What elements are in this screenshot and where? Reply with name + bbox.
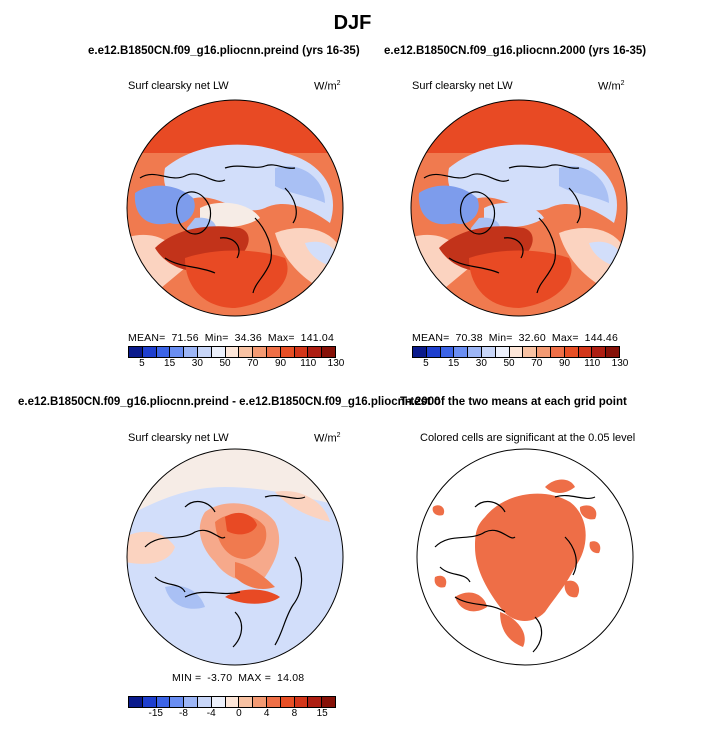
- colorbar-box: [294, 347, 309, 357]
- colorbar-box: [294, 697, 309, 707]
- panel-1-stats: MEAN= 71.56 Min= 34.36 Max= 141.04: [128, 332, 334, 344]
- colorbar-tick-label: 15: [316, 708, 328, 719]
- colorbar-box: [225, 347, 240, 357]
- panel-1-units: W/m2: [314, 80, 341, 93]
- colorbar-box: [184, 347, 198, 357]
- colorbar-tick-label: 90: [274, 358, 287, 369]
- panel-2-variable-label: Surf clearsky net LW: [412, 80, 513, 92]
- colorbar-box: [322, 347, 335, 357]
- colorbar-box: [184, 697, 198, 707]
- panel-3-case-title: e.e12.B1850CN.f09_g16.pliocnn.preind - e…: [18, 396, 441, 408]
- colorbar-tick-label: 15: [164, 358, 176, 369]
- colorbar-box: [156, 347, 171, 357]
- panel-2-colorbar: 5 15 30 50 70 90 110 130: [412, 346, 628, 370]
- colorbar-tick-label: -8: [179, 708, 188, 719]
- colorbar-box: [550, 347, 565, 357]
- panel-1-colorbar: 5 15 30 50 70 90 110 130: [128, 346, 344, 370]
- figure-title: DJF: [333, 12, 372, 34]
- panel-2-units: W/m2: [598, 80, 625, 93]
- panel-3-polar-map: [126, 448, 344, 666]
- colorbar-tick-label: 110: [300, 358, 317, 369]
- panel-4-case-title: T-test of the two means at each grid poi…: [400, 396, 627, 408]
- panel-3-colorbar: -15 -8 -4 0 4 8 15: [128, 696, 336, 720]
- panel-1-polar-map: [126, 99, 344, 317]
- panel-2-stats: MEAN= 70.38 Min= 32.60 Max= 144.46: [412, 332, 618, 344]
- colorbar-tick-label: 50: [219, 358, 231, 369]
- colorbar-box: [211, 697, 226, 707]
- colorbar-tick-label: 110: [584, 358, 601, 369]
- colorbar-box: [564, 347, 579, 357]
- colorbar-box: [239, 697, 254, 707]
- colorbar-box: [129, 697, 143, 707]
- colorbar-tick-label: 0: [236, 708, 242, 719]
- colorbar-box: [440, 347, 455, 357]
- panel-3-stats: MIN = -3.70 MAX = 14.08: [172, 672, 305, 684]
- colorbar-box: [413, 347, 427, 357]
- panel-1-variable-label: Surf clearsky net LW: [128, 80, 229, 92]
- colorbar-box: [129, 347, 143, 357]
- colorbar-tick-label: 50: [503, 358, 515, 369]
- panel-4-significance-map: [416, 448, 634, 666]
- colorbar-tick-label: 130: [611, 358, 629, 369]
- colorbar-box: [253, 697, 267, 707]
- colorbar-box: [170, 697, 185, 707]
- panel-1-case-title: e.e12.B1850CN.f09_g16.pliocnn.preind (yr…: [88, 45, 360, 57]
- colorbar-box: [537, 347, 551, 357]
- colorbar-box: [454, 347, 469, 357]
- colorbar-tick-label: 15: [448, 358, 460, 369]
- colorbar-tick-label: 4: [263, 708, 270, 719]
- colorbar-box: [606, 347, 619, 357]
- colorbar-box: [308, 347, 323, 357]
- colorbar-box: [578, 347, 593, 357]
- colorbar-box: [239, 347, 254, 357]
- colorbar-box: [197, 697, 212, 707]
- colorbar-tick-label: 90: [558, 358, 571, 369]
- colorbar-box: [426, 347, 441, 357]
- colorbar-box: [322, 697, 335, 707]
- colorbar-box: [509, 347, 524, 357]
- panel-2-polar-map: [410, 99, 628, 317]
- colorbar-box: [142, 697, 157, 707]
- colorbar-box: [280, 697, 295, 707]
- colorbar-tick-label: 70: [531, 358, 543, 369]
- colorbar-box: [592, 347, 607, 357]
- colorbar-box: [156, 697, 171, 707]
- colorbar-box: [280, 347, 295, 357]
- colorbar-box: [266, 697, 281, 707]
- colorbar-box: [142, 347, 157, 357]
- colorbar-tick-label: -15: [148, 708, 163, 719]
- colorbar-tick-label: 30: [475, 358, 487, 369]
- colorbar-tick-label: 30: [191, 358, 203, 369]
- colorbar-tick-label: 8: [291, 708, 298, 719]
- colorbar-tick-label: 5: [423, 358, 429, 369]
- colorbar-tick-label: 70: [247, 358, 259, 369]
- colorbar-box: [523, 347, 538, 357]
- colorbar-tick-label: 130: [327, 358, 345, 369]
- colorbar-tick-label: 5: [139, 358, 145, 369]
- panel-3-units: W/m2: [314, 432, 341, 445]
- colorbar-box: [225, 697, 240, 707]
- panel-4-variable-label: Colored cells are significant at the 0.0…: [420, 432, 636, 444]
- colorbar-box: [170, 347, 185, 357]
- colorbar-tick-label: -4: [206, 708, 216, 719]
- colorbar-box: [481, 347, 496, 357]
- colorbar-box: [211, 347, 226, 357]
- colorbar-box: [468, 347, 482, 357]
- panel-2-case-title: e.e12.B1850CN.f09_g16.pliocnn.2000 (yrs …: [384, 45, 647, 57]
- colorbar-box: [266, 347, 281, 357]
- colorbar-box: [197, 347, 212, 357]
- panel-3-variable-label: Surf clearsky net LW: [128, 432, 229, 444]
- colorbar-box: [495, 347, 510, 357]
- colorbar-box: [253, 347, 267, 357]
- colorbar-box: [308, 697, 323, 707]
